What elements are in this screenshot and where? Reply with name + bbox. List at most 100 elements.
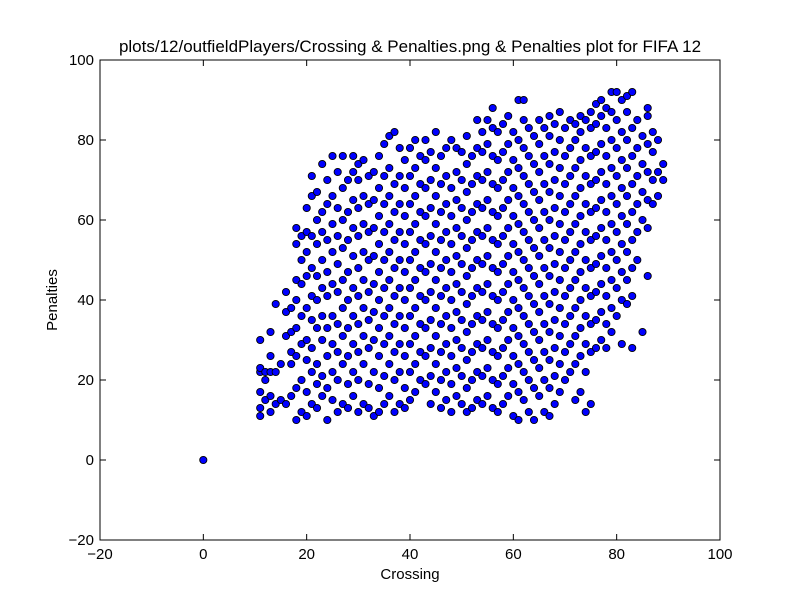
scatter-point xyxy=(478,175,487,185)
scatter-point xyxy=(318,283,327,293)
scatter-point xyxy=(328,151,337,161)
scatter-point xyxy=(612,115,621,125)
scatter-point xyxy=(524,291,533,301)
scatter-point xyxy=(400,323,409,333)
scatter-point xyxy=(411,331,420,341)
scatter-point xyxy=(442,199,451,209)
scatter-point xyxy=(328,279,337,289)
scatter-point xyxy=(287,391,296,401)
scatter-point xyxy=(447,407,456,417)
scatter-point xyxy=(633,115,642,125)
scatter-point xyxy=(607,135,616,145)
scatter-point xyxy=(343,323,353,333)
scatter-point xyxy=(628,291,637,301)
scatter-point xyxy=(328,191,337,201)
scatter-point xyxy=(483,307,492,317)
scatter-point xyxy=(488,103,497,113)
scatter-point xyxy=(400,351,409,361)
scatter-point xyxy=(571,331,580,341)
scatter-point xyxy=(504,111,513,121)
scatter-point xyxy=(467,291,477,301)
scatter-point xyxy=(540,151,549,161)
scatter-point xyxy=(318,311,327,321)
scatter-point xyxy=(617,127,626,137)
scatter-point xyxy=(405,395,415,405)
scatter-point xyxy=(411,359,420,369)
scatter-point xyxy=(333,319,342,329)
scatter-point xyxy=(498,343,508,353)
scatter-point xyxy=(343,295,353,305)
scatter-point xyxy=(333,167,342,177)
scatter-point xyxy=(571,275,580,285)
scatter-point xyxy=(307,263,316,273)
scatter-point xyxy=(349,283,358,293)
scatter-point xyxy=(519,283,528,293)
scatter-point xyxy=(514,275,523,285)
scatter-point xyxy=(617,339,626,349)
scatter-point xyxy=(359,247,368,257)
scatter-point xyxy=(369,335,378,345)
scatter-point xyxy=(452,307,461,317)
scatter-point xyxy=(431,219,440,229)
scatter-point xyxy=(369,279,378,289)
scatter-point xyxy=(359,303,368,313)
scatter-point xyxy=(612,199,621,209)
scatter-point xyxy=(622,191,632,201)
scatter-point xyxy=(535,279,544,289)
scatter-point xyxy=(478,231,487,241)
scatter-point xyxy=(545,111,554,121)
scatter-point xyxy=(643,139,652,149)
scatter-point xyxy=(529,355,539,365)
scatter-point xyxy=(607,327,616,337)
scatter-point xyxy=(493,407,502,417)
scatter-point xyxy=(297,375,306,385)
scatter-point xyxy=(498,399,508,409)
scatter-point xyxy=(519,395,528,405)
scatter-point xyxy=(628,151,637,161)
scatter-point xyxy=(514,163,523,173)
scatter-point xyxy=(524,407,533,417)
scatter-point xyxy=(478,127,487,137)
scatter-point xyxy=(400,383,409,393)
scatter-point xyxy=(498,203,508,213)
scatter-point xyxy=(318,255,327,265)
scatter-point xyxy=(354,347,363,357)
scatter-point xyxy=(633,199,642,209)
y-tick-label: 80 xyxy=(77,132,94,149)
scatter-point xyxy=(369,367,378,377)
scatter-point xyxy=(504,195,513,205)
scatter-point xyxy=(447,267,456,277)
scatter-point xyxy=(602,123,611,133)
scatter-point xyxy=(395,255,404,265)
scatter-point xyxy=(447,211,456,221)
scatter-point xyxy=(519,115,528,125)
scatter-point xyxy=(566,367,575,377)
scatter-point xyxy=(467,347,477,357)
scatter-point xyxy=(591,259,601,269)
scatter-point xyxy=(256,403,265,413)
scatter-point xyxy=(421,135,430,145)
x-tick-label: 100 xyxy=(707,546,732,563)
scatter-point xyxy=(266,351,275,361)
scatter-point xyxy=(312,403,322,413)
scatter-point xyxy=(550,231,559,241)
scatter-point xyxy=(566,255,575,265)
scatter-point xyxy=(338,331,347,341)
scatter-point xyxy=(612,283,621,293)
scatter-point xyxy=(519,255,528,265)
y-tick-label: 20 xyxy=(77,372,94,389)
scatter-point xyxy=(462,187,471,197)
scatter-point xyxy=(529,327,539,337)
scatter-point xyxy=(431,275,440,285)
scatter-point xyxy=(457,147,466,157)
scatter-point xyxy=(452,223,461,233)
scatter-point xyxy=(576,267,585,277)
scatter-point xyxy=(483,167,492,177)
scatter-point xyxy=(576,323,585,333)
scatter-point xyxy=(426,259,435,269)
scatter-point xyxy=(380,139,389,149)
scatter-point xyxy=(638,327,647,337)
scatter-point xyxy=(338,243,347,253)
scatter-point xyxy=(374,351,384,361)
scatter-point xyxy=(529,271,539,281)
